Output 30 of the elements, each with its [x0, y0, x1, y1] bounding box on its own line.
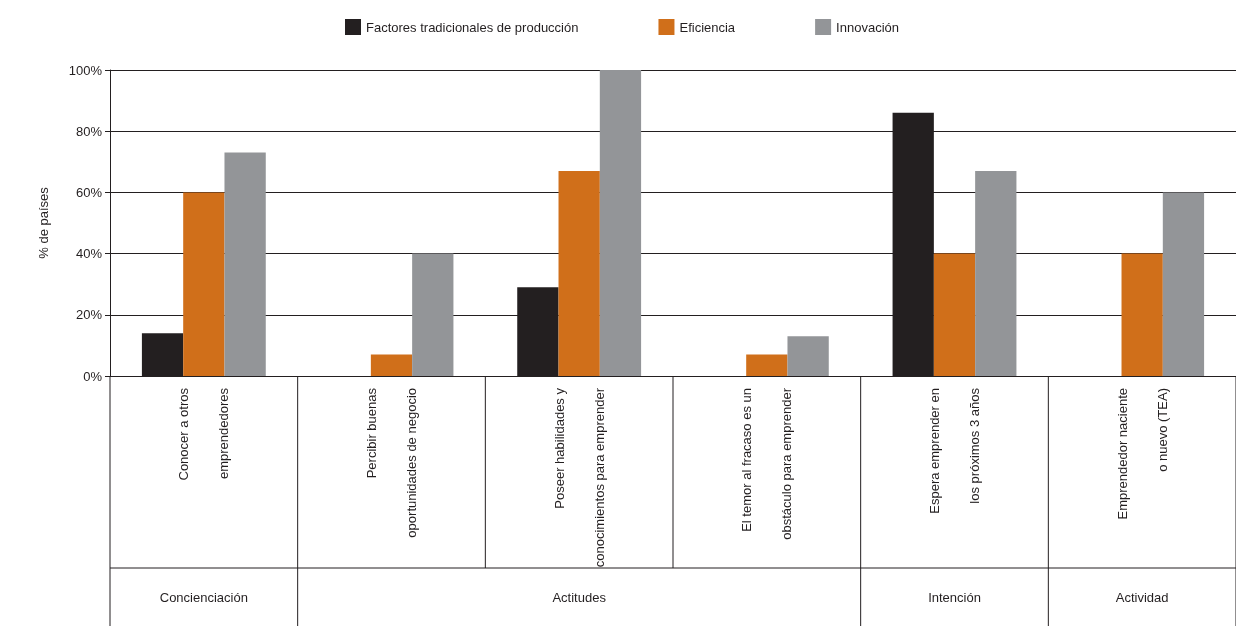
bar [787, 336, 829, 376]
bar [412, 253, 454, 376]
bar [975, 170, 1017, 376]
y-tick-label: 60% [75, 184, 103, 200]
legend-label: Eficiencia [679, 19, 736, 35]
text: Actividad [1115, 589, 1169, 605]
bar [1121, 253, 1163, 376]
bar [599, 70, 642, 376]
y-axis-title: % de países [36, 186, 51, 259]
category-label: Espera emprender en los próximos 3 años [927, 388, 982, 514]
bar [1162, 192, 1205, 376]
bar [141, 333, 184, 376]
y-tick-label: 40% [75, 246, 103, 262]
bar [224, 152, 266, 376]
y-tick-label: 80% [75, 123, 103, 139]
legend-label: Innovación [836, 19, 899, 35]
text: Concienciación [159, 589, 248, 605]
y-tick-label: 20% [75, 307, 103, 323]
category-label: Conocer a otros emprendedores [176, 388, 232, 481]
y-tick-label: 100% [68, 62, 103, 78]
category-label: Emprendedor naciente o nuevo (TEA) [1114, 388, 1170, 520]
bar [183, 192, 225, 376]
text: Actitudes [552, 589, 607, 605]
bar [746, 354, 788, 376]
bar [933, 253, 976, 376]
text: Intención [928, 589, 981, 605]
bar [370, 354, 413, 376]
bar [558, 170, 600, 376]
legend-label: Factores tradicionales de producción [366, 19, 579, 35]
y-tick-label: 0% [83, 368, 103, 384]
